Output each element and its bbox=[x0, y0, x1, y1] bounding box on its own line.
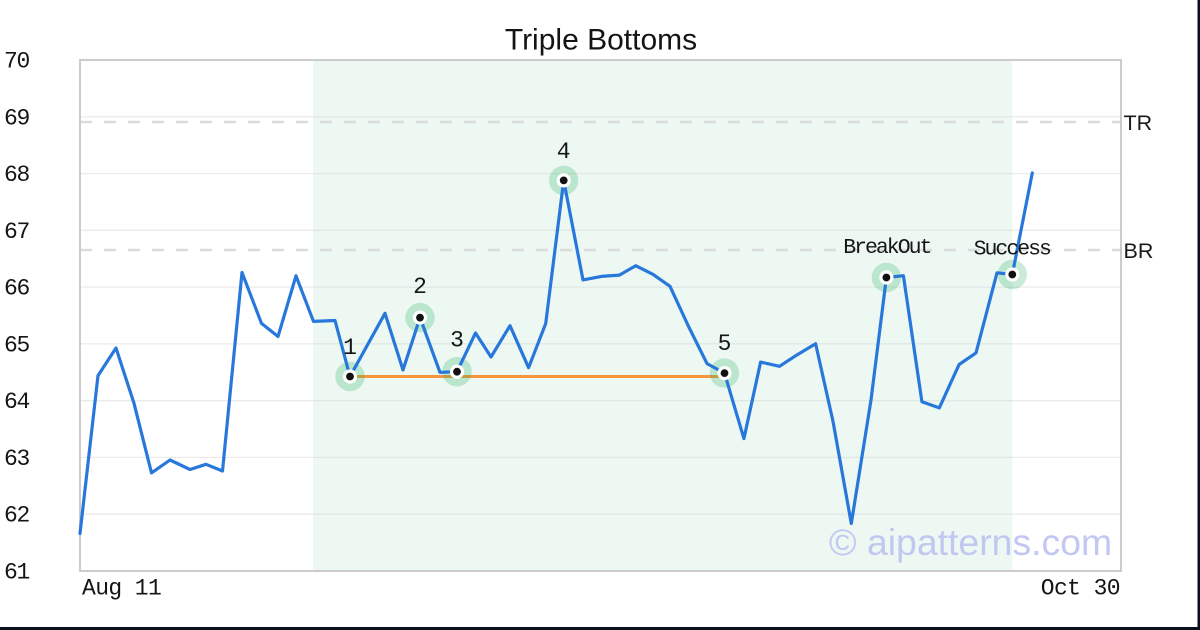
svg-text:1: 1 bbox=[343, 335, 357, 361]
svg-text:64: 64 bbox=[4, 389, 30, 415]
svg-text:BR: BR bbox=[1124, 239, 1154, 263]
svg-text:4: 4 bbox=[557, 139, 571, 165]
svg-text:TR: TR bbox=[1124, 111, 1153, 135]
svg-text:65: 65 bbox=[4, 332, 30, 358]
svg-text:3: 3 bbox=[450, 328, 464, 354]
svg-text:62: 62 bbox=[4, 503, 30, 529]
svg-text:67: 67 bbox=[4, 219, 29, 245]
svg-text:68: 68 bbox=[4, 162, 30, 188]
svg-text:66: 66 bbox=[4, 276, 30, 302]
svg-text:Success: Success bbox=[974, 238, 1051, 262]
svg-text:5: 5 bbox=[718, 331, 732, 357]
svg-text:Oct 30: Oct 30 bbox=[1041, 576, 1120, 602]
svg-text:70: 70 bbox=[4, 49, 30, 75]
svg-text:61: 61 bbox=[4, 560, 30, 586]
svg-text:BreakOut: BreakOut bbox=[843, 236, 930, 260]
svg-text:Aug 11: Aug 11 bbox=[82, 576, 161, 602]
svg-text:© aipatterns.com: © aipatterns.com bbox=[829, 521, 1112, 563]
svg-text:69: 69 bbox=[4, 105, 30, 131]
svg-text:2: 2 bbox=[413, 274, 427, 300]
svg-text:Triple Bottoms: Triple Bottoms bbox=[505, 24, 697, 57]
svg-text:63: 63 bbox=[4, 446, 30, 472]
